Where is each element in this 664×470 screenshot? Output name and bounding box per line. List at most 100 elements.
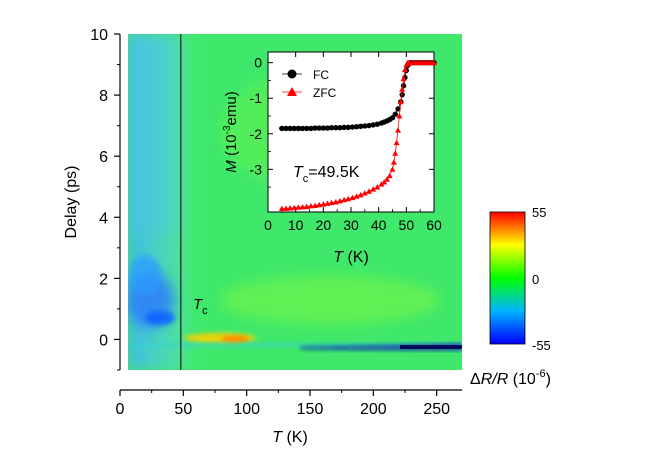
data-point-zfc <box>307 202 314 209</box>
data-point-fc <box>299 125 306 132</box>
data-point-fc <box>337 125 343 131</box>
inset-x-tick-label: 10 <box>288 217 304 233</box>
data-point-fc <box>324 125 331 131</box>
data-point-zfc <box>386 172 393 179</box>
data-point-zfc <box>320 201 327 207</box>
data-point-zfc <box>401 66 408 73</box>
data-point-fc <box>357 123 364 130</box>
data-point-zfc <box>390 159 397 165</box>
inset-x-tick-label: 40 <box>371 217 387 233</box>
data-point-zfc <box>393 139 400 146</box>
data-point-zfc <box>324 200 331 206</box>
data-point-fc <box>374 121 380 127</box>
inset-annotation: Tc=49.5K <box>293 164 360 185</box>
inset-x-axis-label: T (K) <box>333 249 369 266</box>
main-y-tick-label: 10 <box>90 27 108 44</box>
data-point-fc <box>366 122 372 129</box>
data-point-fc <box>304 125 310 132</box>
data-point-zfc <box>349 194 356 201</box>
data-point-zfc <box>278 205 285 211</box>
inset-y-tick-label: -3 <box>250 161 263 177</box>
data-point-zfc <box>399 86 406 92</box>
legend-fc-marker <box>287 69 297 79</box>
legend-zfc-label: ZFC <box>313 86 337 100</box>
inset-x-tick-label: 50 <box>399 217 415 233</box>
data-point-zfc <box>397 98 404 105</box>
colorbar-tick-mid: 0 <box>532 272 539 287</box>
inset-x-tick-label: 60 <box>426 217 442 233</box>
data-point-fc <box>279 125 285 132</box>
data-point-fc <box>362 123 368 129</box>
data-point-fc <box>341 124 347 131</box>
main-x-tick-label: 0 <box>116 401 125 418</box>
data-point-zfc <box>365 188 372 194</box>
data-point-fc <box>312 125 318 131</box>
data-point-zfc <box>370 186 377 192</box>
data-point-fc <box>395 106 401 112</box>
inset-x-tick-label: 0 <box>264 217 272 233</box>
main-y-tick-label: 2 <box>99 271 108 288</box>
colorbar-tick-min: -55 <box>532 338 551 353</box>
data-point-zfc <box>299 204 306 210</box>
inset-legend: FC ZFC <box>282 68 337 100</box>
data-point-fc <box>287 125 293 132</box>
data-point-fc <box>328 125 335 131</box>
data-point-zfc <box>328 199 335 206</box>
data-point-fc <box>283 125 289 132</box>
data-point-fc <box>370 122 376 128</box>
main-x-tick-label: 200 <box>360 401 387 418</box>
data-point-zfc <box>361 190 368 196</box>
inset-y-tick-label: 0 <box>254 55 262 71</box>
data-point-zfc <box>389 166 396 172</box>
data-point-fc <box>333 125 339 131</box>
inset-panel: 0-1-2-3 0 10 20 30 40 50 60 M (10-3emu) T (K) … <box>222 51 442 266</box>
inset-y-tick-label: -2 <box>250 126 263 142</box>
inset-x-tick-label: 30 <box>343 217 359 233</box>
main-y-tick-label: 4 <box>99 210 108 227</box>
legend-fc-label: FC <box>313 68 329 82</box>
data-point-fc <box>316 125 322 131</box>
data-point-zfc <box>316 201 323 208</box>
main-x-tick-label: 100 <box>233 401 260 418</box>
main-x-tick-label: 150 <box>297 401 324 418</box>
main-x-tick-label: 250 <box>423 401 450 418</box>
data-point-fc <box>308 125 314 132</box>
data-point-zfc <box>400 75 407 82</box>
data-point-zfc <box>312 202 319 208</box>
data-point-zfc <box>381 179 388 185</box>
data-point-zfc <box>295 204 302 210</box>
data-point-fc <box>320 125 327 131</box>
data-point-zfc <box>303 203 310 210</box>
inset-y-axis-label: M (10-3emu) <box>222 91 240 172</box>
main-y-axis-label: Delay (ps) <box>63 166 80 239</box>
legend-zfc-marker <box>287 87 297 96</box>
inset-y-tick-label: -1 <box>250 90 263 106</box>
colorbar: 55 0 -55 ΔR/R (10-6) <box>470 205 551 388</box>
data-point-zfc <box>291 204 298 211</box>
data-point-zfc <box>282 205 289 211</box>
inset-x-tick-label: 20 <box>316 217 332 233</box>
data-point-zfc <box>357 191 364 198</box>
data-point-fc <box>399 91 405 98</box>
tc-label: Tc <box>193 296 208 317</box>
data-point-zfc <box>392 150 399 156</box>
data-point-fc <box>295 125 302 132</box>
data-point-fc <box>349 124 356 130</box>
colorbar-tick-max: 55 <box>532 205 546 220</box>
main-x-tick-label: 50 <box>174 401 192 418</box>
data-point-zfc <box>383 176 390 182</box>
data-point-fc <box>353 123 360 130</box>
data-point-zfc <box>378 181 385 187</box>
main-y-tick-label: 0 <box>99 332 108 349</box>
data-point-zfc <box>396 113 403 119</box>
colorbar-label: ΔR/R (10-6) <box>470 368 551 388</box>
data-point-zfc <box>287 205 294 211</box>
colorbar-gradient <box>489 211 526 345</box>
data-point-zfc <box>431 59 437 66</box>
main-y-tick-label: 8 <box>99 88 108 105</box>
main-x-axis-label: T (K) <box>272 429 308 446</box>
data-point-zfc <box>353 193 360 199</box>
data-point-fc <box>392 111 398 117</box>
